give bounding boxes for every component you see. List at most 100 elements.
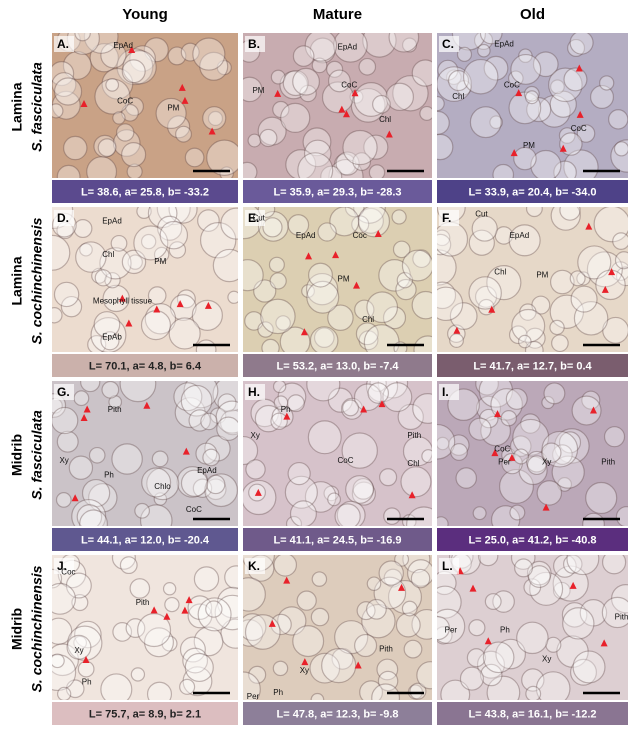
cell bbox=[469, 106, 502, 139]
cell bbox=[551, 455, 585, 489]
cell bbox=[56, 430, 79, 453]
cell bbox=[474, 285, 498, 308]
cell bbox=[509, 504, 526, 521]
cell bbox=[451, 33, 487, 51]
cell bbox=[52, 653, 77, 692]
cell bbox=[518, 455, 548, 486]
color-values: L= 41.1, a= 24.5, b= -16.9 bbox=[273, 534, 401, 546]
cell bbox=[558, 127, 576, 144]
cell bbox=[559, 132, 583, 156]
cell bbox=[93, 134, 117, 158]
tissue-label: Chl bbox=[102, 250, 114, 259]
cell bbox=[570, 658, 597, 686]
cell bbox=[353, 81, 389, 117]
cell bbox=[273, 555, 298, 577]
cell bbox=[392, 75, 429, 112]
cell bbox=[74, 33, 91, 42]
cell bbox=[119, 381, 157, 403]
cell bbox=[440, 679, 471, 700]
cell bbox=[159, 220, 189, 250]
cell bbox=[121, 142, 147, 168]
cell bbox=[406, 506, 432, 526]
cell bbox=[391, 209, 407, 225]
cells bbox=[52, 207, 238, 352]
cell bbox=[134, 502, 151, 519]
tissue-label: PM bbox=[523, 141, 535, 150]
cell bbox=[143, 627, 174, 658]
tissue-label: Cut bbox=[475, 209, 488, 218]
arrow bbox=[153, 305, 161, 313]
cell bbox=[475, 381, 499, 396]
arrow bbox=[338, 105, 346, 113]
cell bbox=[395, 612, 421, 638]
cell bbox=[512, 418, 550, 456]
cell bbox=[52, 90, 81, 120]
cell bbox=[253, 279, 277, 303]
cell bbox=[155, 97, 187, 129]
cell bbox=[169, 294, 197, 321]
arrow bbox=[182, 447, 190, 455]
cell bbox=[354, 299, 375, 320]
letter-bg bbox=[439, 36, 459, 52]
panel: E.Cut EpAd Coc PM Chl L= 53.2, a= 13.0, b= -7… bbox=[243, 207, 432, 377]
cell bbox=[475, 395, 502, 421]
cell bbox=[437, 66, 472, 103]
cell bbox=[112, 111, 126, 125]
cell bbox=[227, 290, 238, 304]
cell bbox=[62, 51, 92, 80]
arrow bbox=[204, 301, 212, 309]
cell bbox=[378, 560, 404, 586]
tissue-label: Ph bbox=[104, 470, 114, 479]
cell bbox=[243, 161, 258, 178]
cell bbox=[197, 209, 220, 232]
cell bbox=[73, 390, 90, 407]
cell bbox=[52, 61, 75, 87]
cell bbox=[563, 67, 588, 92]
color-swatch bbox=[52, 528, 238, 551]
cell bbox=[541, 395, 555, 410]
cell bbox=[207, 110, 224, 127]
cell bbox=[573, 301, 609, 336]
cell bbox=[373, 576, 407, 610]
color-swatch bbox=[437, 702, 628, 725]
cell bbox=[126, 163, 143, 178]
cell bbox=[167, 115, 191, 139]
cell bbox=[353, 207, 386, 224]
cell bbox=[130, 667, 146, 682]
arrow bbox=[585, 222, 593, 230]
tissue-label: CoC bbox=[494, 444, 510, 453]
cell bbox=[306, 280, 340, 314]
cell bbox=[576, 124, 596, 143]
cell bbox=[366, 576, 382, 592]
cell bbox=[358, 57, 377, 76]
tissue-label: Chl bbox=[494, 267, 506, 276]
cell bbox=[403, 639, 423, 659]
tissue-label: PM bbox=[536, 270, 548, 279]
cell bbox=[489, 115, 504, 130]
cell bbox=[199, 221, 237, 259]
cell bbox=[358, 330, 379, 351]
panel: J.Coc Pith Xy Ph L= 75.7, a= 8.9, b= 2.1 bbox=[52, 555, 238, 725]
cell bbox=[590, 84, 615, 109]
cell bbox=[335, 151, 360, 176]
cell bbox=[271, 405, 294, 428]
tissue-label: Pith bbox=[136, 598, 150, 607]
letter-bg bbox=[245, 384, 265, 400]
arrow bbox=[150, 606, 158, 614]
cell bbox=[549, 269, 575, 295]
cell bbox=[104, 272, 121, 289]
cell bbox=[557, 477, 572, 492]
cell bbox=[257, 210, 289, 242]
cell bbox=[382, 382, 413, 413]
cell bbox=[243, 259, 264, 292]
micrograph bbox=[52, 381, 238, 526]
cell bbox=[385, 82, 414, 112]
letter-bg bbox=[245, 558, 265, 574]
cell bbox=[136, 207, 152, 219]
cell bbox=[367, 382, 390, 404]
cell bbox=[66, 634, 92, 660]
cell bbox=[392, 240, 411, 259]
cell bbox=[182, 666, 213, 697]
cell bbox=[494, 226, 514, 245]
cell bbox=[450, 443, 468, 461]
